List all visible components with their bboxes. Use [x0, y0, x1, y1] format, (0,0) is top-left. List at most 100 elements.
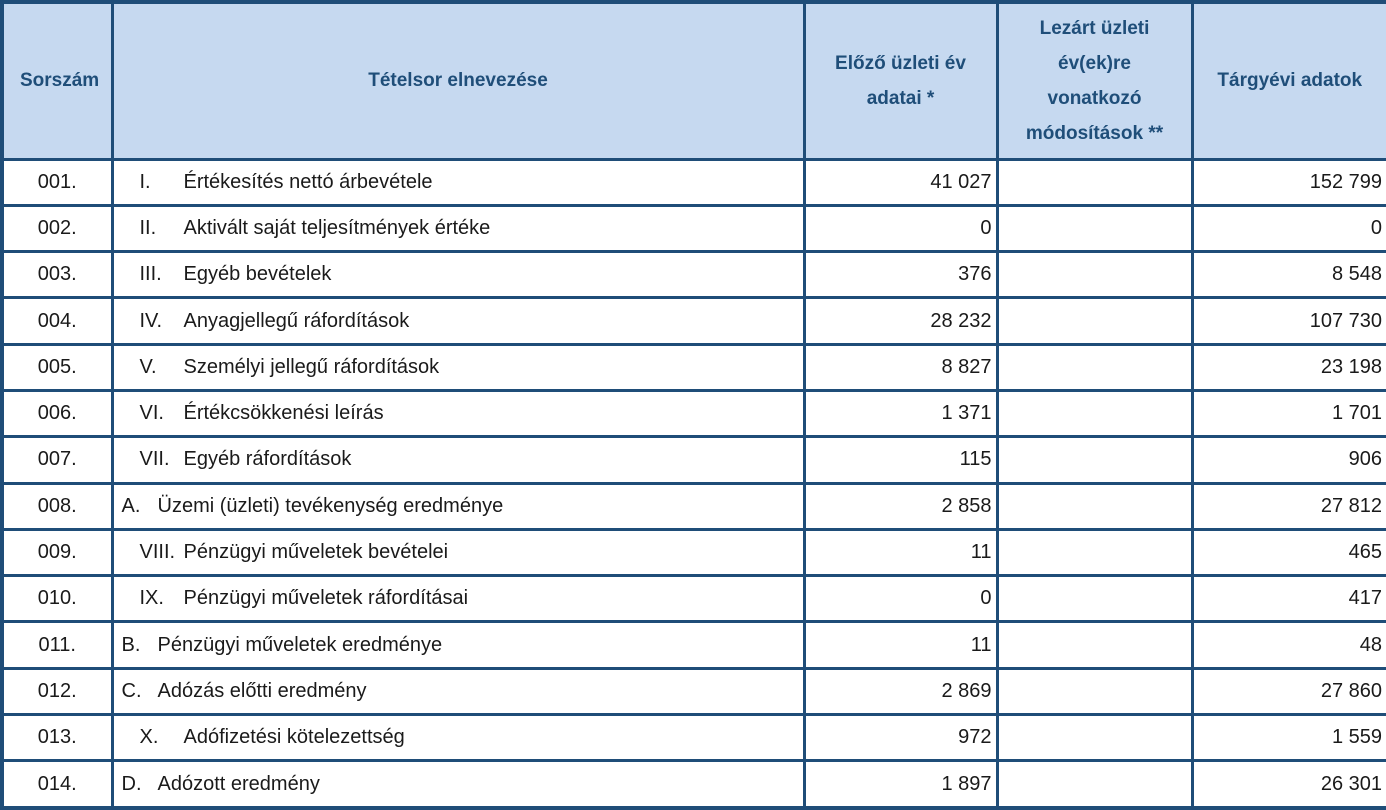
previous-year-value-cell: 41 027: [802, 157, 999, 207]
serial-number-cell: 006.: [0, 388, 114, 439]
current-year-value-cell: 27 860: [1190, 666, 1386, 717]
line-item-prefix: II.: [139, 216, 157, 239]
current-year-value-cell: 417: [1190, 574, 1386, 624]
line-item-name-cell: V. Személyi jellegű ráfordítások: [110, 342, 806, 392]
line-item-name-cell: VII. Egyéb ráfordítások: [110, 435, 806, 485]
table-body: 001. I. Értékesítés nettó árbevétele 41 0…: [0, 157, 1386, 810]
header-serial-number: Sorszám: [0, 0, 114, 161]
line-item-label: Adófizetési kötelezettség: [183, 726, 405, 749]
line-item-prefix: A.: [121, 494, 141, 517]
line-item-name-cell: X. Adófizetési kötelezettség: [110, 713, 806, 763]
line-item-label: Egyéb ráfordítások: [183, 448, 352, 471]
table-row: 013. X. Adófizetési kötelezettség 972 1 5…: [0, 713, 1386, 763]
line-item-name-cell: A. Üzemi (üzleti) tevékenység eredménye: [110, 481, 806, 531]
modifications-value-cell: [995, 759, 1194, 810]
line-item-label: Üzemi (üzleti) tevékenység eredménye: [157, 494, 504, 517]
previous-year-value-cell: 115: [802, 435, 999, 485]
current-year-value-cell: 1 559: [1190, 713, 1386, 763]
line-item-name-cell: VIII. Pénzügyi műveletek bevételei: [110, 527, 806, 578]
line-item-label: Adózás előtti eredmény: [157, 679, 367, 702]
serial-number-cell: 003.: [0, 250, 114, 300]
modifications-value-cell: [995, 203, 1194, 254]
line-item-name-cell: II. Aktivált saját teljesítmények értéke: [110, 203, 806, 254]
table-row: 010. IX. Pénzügyi műveletek ráfordításai …: [0, 574, 1386, 624]
previous-year-value-cell: 376: [802, 250, 999, 300]
previous-year-value-cell: 11: [802, 527, 999, 578]
serial-number-cell: 014.: [0, 759, 114, 810]
line-item-name-cell: VI. Értékcsökkenési leírás: [110, 388, 806, 439]
line-item-prefix: X.: [139, 726, 159, 749]
serial-number-cell: 011.: [0, 620, 114, 670]
modifications-value-cell: [995, 481, 1194, 531]
table-row: 005. V. Személyi jellegű ráfordítások 8 8…: [0, 342, 1386, 392]
line-item-label: Pénzügyi műveletek eredménye: [157, 633, 443, 656]
serial-number-cell: 005.: [0, 342, 114, 392]
current-year-value-cell: 0: [1190, 203, 1386, 254]
serial-number-cell: 009.: [0, 527, 114, 578]
line-item-label: Egyéb bevételek: [183, 263, 332, 286]
line-item-name-cell: I. Értékesítés nettó árbevétele: [110, 157, 806, 207]
modifications-value-cell: [995, 157, 1194, 207]
table-row: 001. I. Értékesítés nettó árbevétele 41 0…: [0, 157, 1386, 207]
modifications-value-cell: [995, 666, 1194, 717]
previous-year-value-cell: 28 232: [802, 296, 999, 346]
previous-year-value-cell: 1 371: [802, 388, 999, 439]
serial-number-cell: 002.: [0, 203, 114, 254]
serial-number-cell: 007.: [0, 435, 114, 485]
current-year-value-cell: 906: [1190, 435, 1386, 485]
line-item-prefix: VII.: [139, 448, 170, 471]
header-previous-year-data: Előző üzleti év adatai *: [802, 0, 999, 161]
serial-number-cell: 012.: [0, 666, 114, 717]
current-year-value-cell: 48: [1190, 620, 1386, 670]
line-item-prefix: B.: [121, 633, 141, 656]
line-item-prefix: C.: [121, 679, 142, 702]
serial-number-cell: 001.: [0, 157, 114, 207]
current-year-value-cell: 107 730: [1190, 296, 1386, 346]
line-item-name-cell: IX. Pénzügyi műveletek ráfordításai: [110, 574, 806, 624]
table-row: 007. VII. Egyéb ráfordítások 115 906: [0, 435, 1386, 485]
header-current-year-data: Tárgyévi adatok: [1190, 0, 1386, 161]
line-item-name-cell: B. Pénzügyi műveletek eredménye: [110, 620, 806, 670]
line-item-prefix: I.: [139, 170, 151, 193]
previous-year-value-cell: 0: [802, 203, 999, 254]
line-item-label: Pénzügyi műveletek ráfordításai: [183, 587, 469, 610]
table-row: 011. B. Pénzügyi műveletek eredménye 11 4…: [0, 620, 1386, 670]
table-row: 009. VIII. Pénzügyi műveletek bevételei 1…: [0, 527, 1386, 578]
previous-year-value-cell: 2 869: [802, 666, 999, 717]
table-header: Sorszám Tételsor elnevezése Előző üzleti…: [0, 0, 1386, 161]
line-item-prefix: IX.: [139, 587, 164, 610]
modifications-value-cell: [995, 574, 1194, 624]
table-row: 006. VI. Értékcsökkenési leírás 1 371 1 7…: [0, 388, 1386, 439]
line-item-label: Adózott eredmény: [157, 772, 320, 795]
line-item-label: Pénzügyi műveletek bevételei: [183, 541, 449, 564]
line-item-label: Aktivált saját teljesítmények értéke: [183, 216, 491, 239]
modifications-value-cell: [995, 250, 1194, 300]
line-item-name-cell: IV. Anyagjellegű ráfordítások: [110, 296, 806, 346]
modifications-value-cell: [995, 342, 1194, 392]
line-item-label: Személyi jellegű ráfordítások: [183, 355, 440, 378]
table-row: 012. C. Adózás előtti eredmény 2 869 27 8…: [0, 666, 1386, 717]
current-year-value-cell: 465: [1190, 527, 1386, 578]
serial-number-cell: 004.: [0, 296, 114, 346]
line-item-name-cell: D. Adózott eredmény: [110, 759, 806, 810]
modifications-value-cell: [995, 296, 1194, 346]
previous-year-value-cell: 8 827: [802, 342, 999, 392]
line-item-label: Anyagjellegű ráfordítások: [183, 309, 410, 332]
previous-year-value-cell: 1 897: [802, 759, 999, 810]
previous-year-value-cell: 2 858: [802, 481, 999, 531]
line-item-prefix: V.: [139, 355, 157, 378]
modifications-value-cell: [995, 435, 1194, 485]
table-row: 002. II. Aktivált saját teljesítmények ér…: [0, 203, 1386, 254]
table-row: 003. III. Egyéb bevételek 376 8 548: [0, 250, 1386, 300]
line-item-label: Értékcsökkenési leírás: [183, 402, 384, 425]
table-row: 004. IV. Anyagjellegű ráfordítások 28 232…: [0, 296, 1386, 346]
modifications-value-cell: [995, 713, 1194, 763]
line-item-prefix: D.: [121, 772, 142, 795]
line-item-prefix: III.: [139, 263, 162, 286]
header-line-item-name: Tételsor elnevezése: [110, 0, 806, 161]
line-item-prefix: IV.: [139, 309, 163, 332]
line-item-label: Értékesítés nettó árbevétele: [183, 170, 433, 193]
previous-year-value-cell: 0: [802, 574, 999, 624]
modifications-value-cell: [995, 388, 1194, 439]
